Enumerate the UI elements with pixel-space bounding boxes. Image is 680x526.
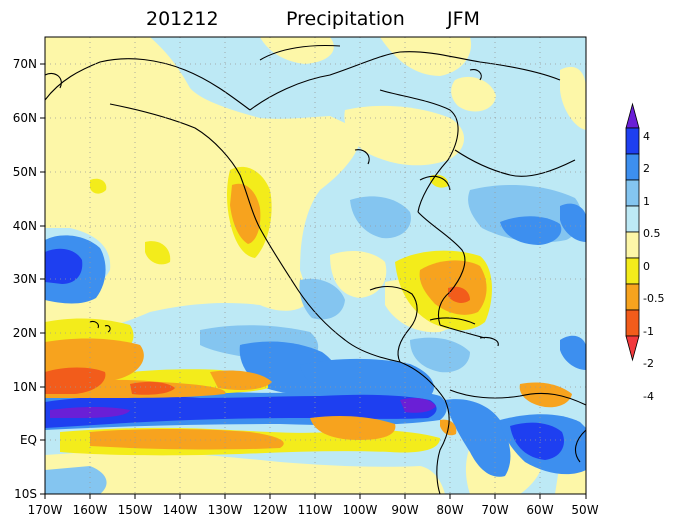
gridlines bbox=[45, 37, 586, 494]
lat-tick-label: 60N bbox=[13, 111, 37, 125]
lat-tick-label: 50N bbox=[13, 165, 37, 179]
colorbar-label: 2 bbox=[643, 162, 650, 175]
lon-tick-label: 80W bbox=[436, 503, 463, 517]
colorbar-label: 0.5 bbox=[643, 227, 661, 240]
colorbar-label: -0.5 bbox=[643, 292, 664, 305]
colorbar-segment bbox=[625, 309, 640, 337]
title-season: JFM bbox=[446, 8, 480, 30]
lat-tick-label: 10N bbox=[13, 380, 37, 394]
lon-tick-label: 90W bbox=[391, 503, 418, 517]
title-period: 201212 bbox=[146, 8, 219, 30]
title-variable: Precipitation bbox=[286, 8, 405, 30]
coastlines bbox=[45, 44, 586, 494]
lon-tick-label: 70W bbox=[481, 503, 508, 517]
strong-wet-regions bbox=[45, 248, 565, 460]
lat-tick-label: EQ bbox=[20, 433, 37, 447]
lon-tick-label: 130W bbox=[208, 503, 243, 517]
lon-tick-label: 100W bbox=[343, 503, 378, 517]
anomaly-field bbox=[45, 37, 586, 494]
colorbar-label: 0 bbox=[643, 260, 650, 273]
lon-tick-label: 160W bbox=[73, 503, 108, 517]
longitude-labels: 170W 160W 150W 140W 130W 120W 110W 100W … bbox=[28, 503, 599, 517]
tick-marks bbox=[40, 63, 587, 499]
colorbar-label: 1 bbox=[643, 195, 650, 208]
colorbar bbox=[625, 102, 640, 362]
lon-tick-label: 50W bbox=[571, 503, 598, 517]
colorbar-segment bbox=[625, 127, 640, 155]
lon-tick-label: 170W bbox=[28, 503, 63, 517]
colorbar-segment bbox=[625, 205, 640, 233]
lat-tick-label: 30N bbox=[13, 272, 37, 286]
colorbar-segment bbox=[625, 231, 640, 259]
lon-tick-label: 150W bbox=[118, 503, 153, 517]
colorbar-label: -1 bbox=[643, 325, 654, 338]
lon-tick-label: 110W bbox=[298, 503, 333, 517]
lon-tick-label: 140W bbox=[163, 503, 198, 517]
colorbar-bottom-arrow bbox=[625, 335, 640, 362]
colorbar-top-arrow bbox=[625, 102, 640, 129]
lon-tick-label: 120W bbox=[253, 503, 288, 517]
colorbar-label: 4 bbox=[643, 130, 650, 143]
colorbar-labels: 4 2 1 0.5 0 -0.5 -1 -2 -4 bbox=[643, 130, 664, 403]
lat-tick-label: 40N bbox=[13, 219, 37, 233]
lat-tick-label: 20N bbox=[13, 326, 37, 340]
lon-tick-label: 60W bbox=[526, 503, 553, 517]
latitude-labels: 70N 60N 50N 40N 30N 20N 10N EQ 10S bbox=[13, 57, 37, 501]
colorbar-segment bbox=[625, 179, 640, 207]
near-zero-dry-regions bbox=[45, 37, 586, 494]
colorbar-segment bbox=[625, 283, 640, 311]
colorbar-label: -4 bbox=[643, 390, 654, 403]
colorbar-segment bbox=[625, 257, 640, 285]
colorbar-label: -2 bbox=[643, 357, 654, 370]
lat-tick-label: 70N bbox=[13, 57, 37, 71]
colorbar-segment bbox=[625, 153, 640, 181]
lat-tick-label: 10S bbox=[14, 487, 37, 501]
